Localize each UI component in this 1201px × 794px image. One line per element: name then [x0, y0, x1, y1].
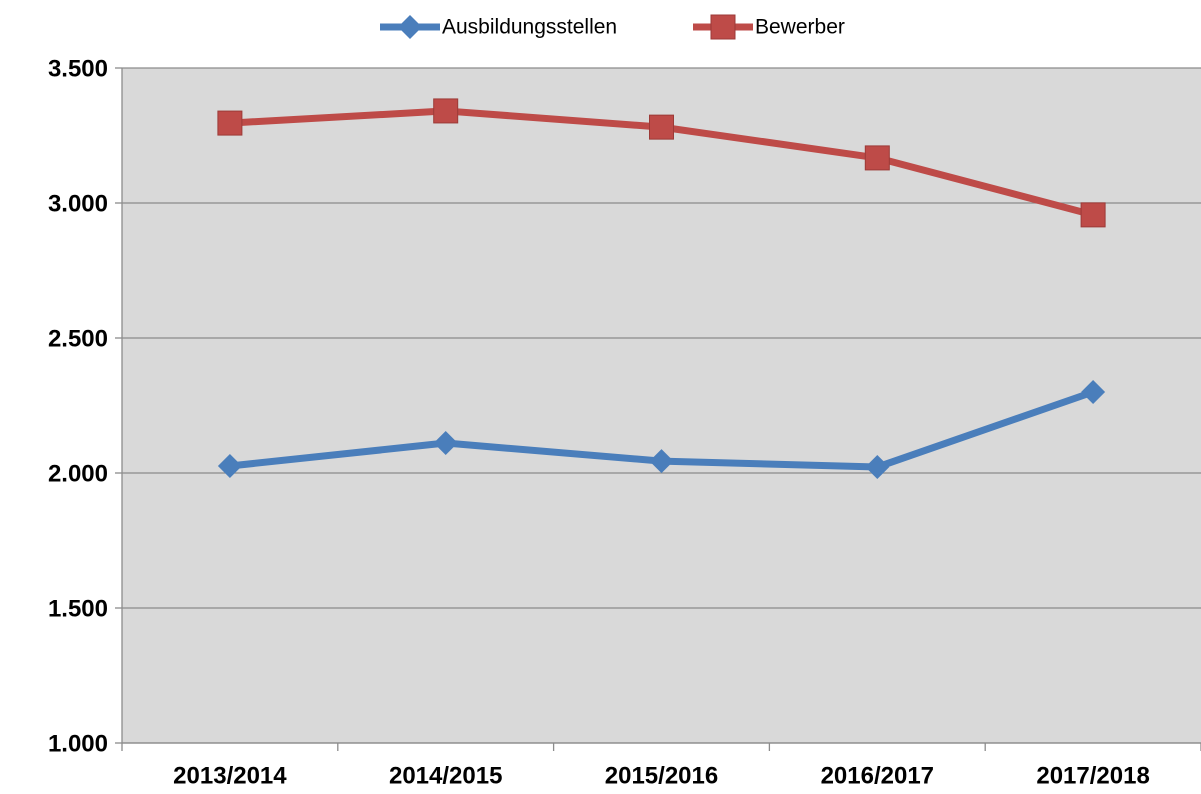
y-tick-label: 3.000	[48, 190, 108, 217]
data-point	[433, 98, 459, 124]
y-tick-label: 2.000	[48, 460, 108, 487]
y-tick-label: 2.500	[48, 325, 108, 352]
plot-area	[122, 68, 1201, 743]
legend-marker	[398, 15, 422, 39]
x-tick-label: 2014/2015	[389, 762, 502, 789]
y-tick-label: 3.500	[48, 55, 108, 82]
x-tick-label: 2013/2014	[173, 762, 287, 789]
y-tick-label: 1.500	[48, 595, 108, 622]
legend-label: Bewerber	[755, 16, 845, 39]
data-point	[1080, 202, 1106, 228]
data-point	[649, 449, 674, 474]
legend-marker	[710, 14, 736, 40]
data-point	[217, 110, 243, 136]
legend-label: Ausbildungsstellen	[442, 16, 617, 39]
data-point	[865, 455, 890, 480]
x-tick-label: 2016/2017	[821, 762, 934, 789]
data-point	[864, 145, 890, 171]
y-tick-label: 1.000	[48, 730, 108, 757]
x-tick-label: 2017/2018	[1036, 762, 1149, 789]
data-point	[433, 431, 458, 456]
data-point	[649, 114, 674, 140]
data-point	[217, 453, 242, 478]
data-point	[1081, 380, 1106, 404]
x-tick-label: 2015/2016	[605, 762, 718, 789]
